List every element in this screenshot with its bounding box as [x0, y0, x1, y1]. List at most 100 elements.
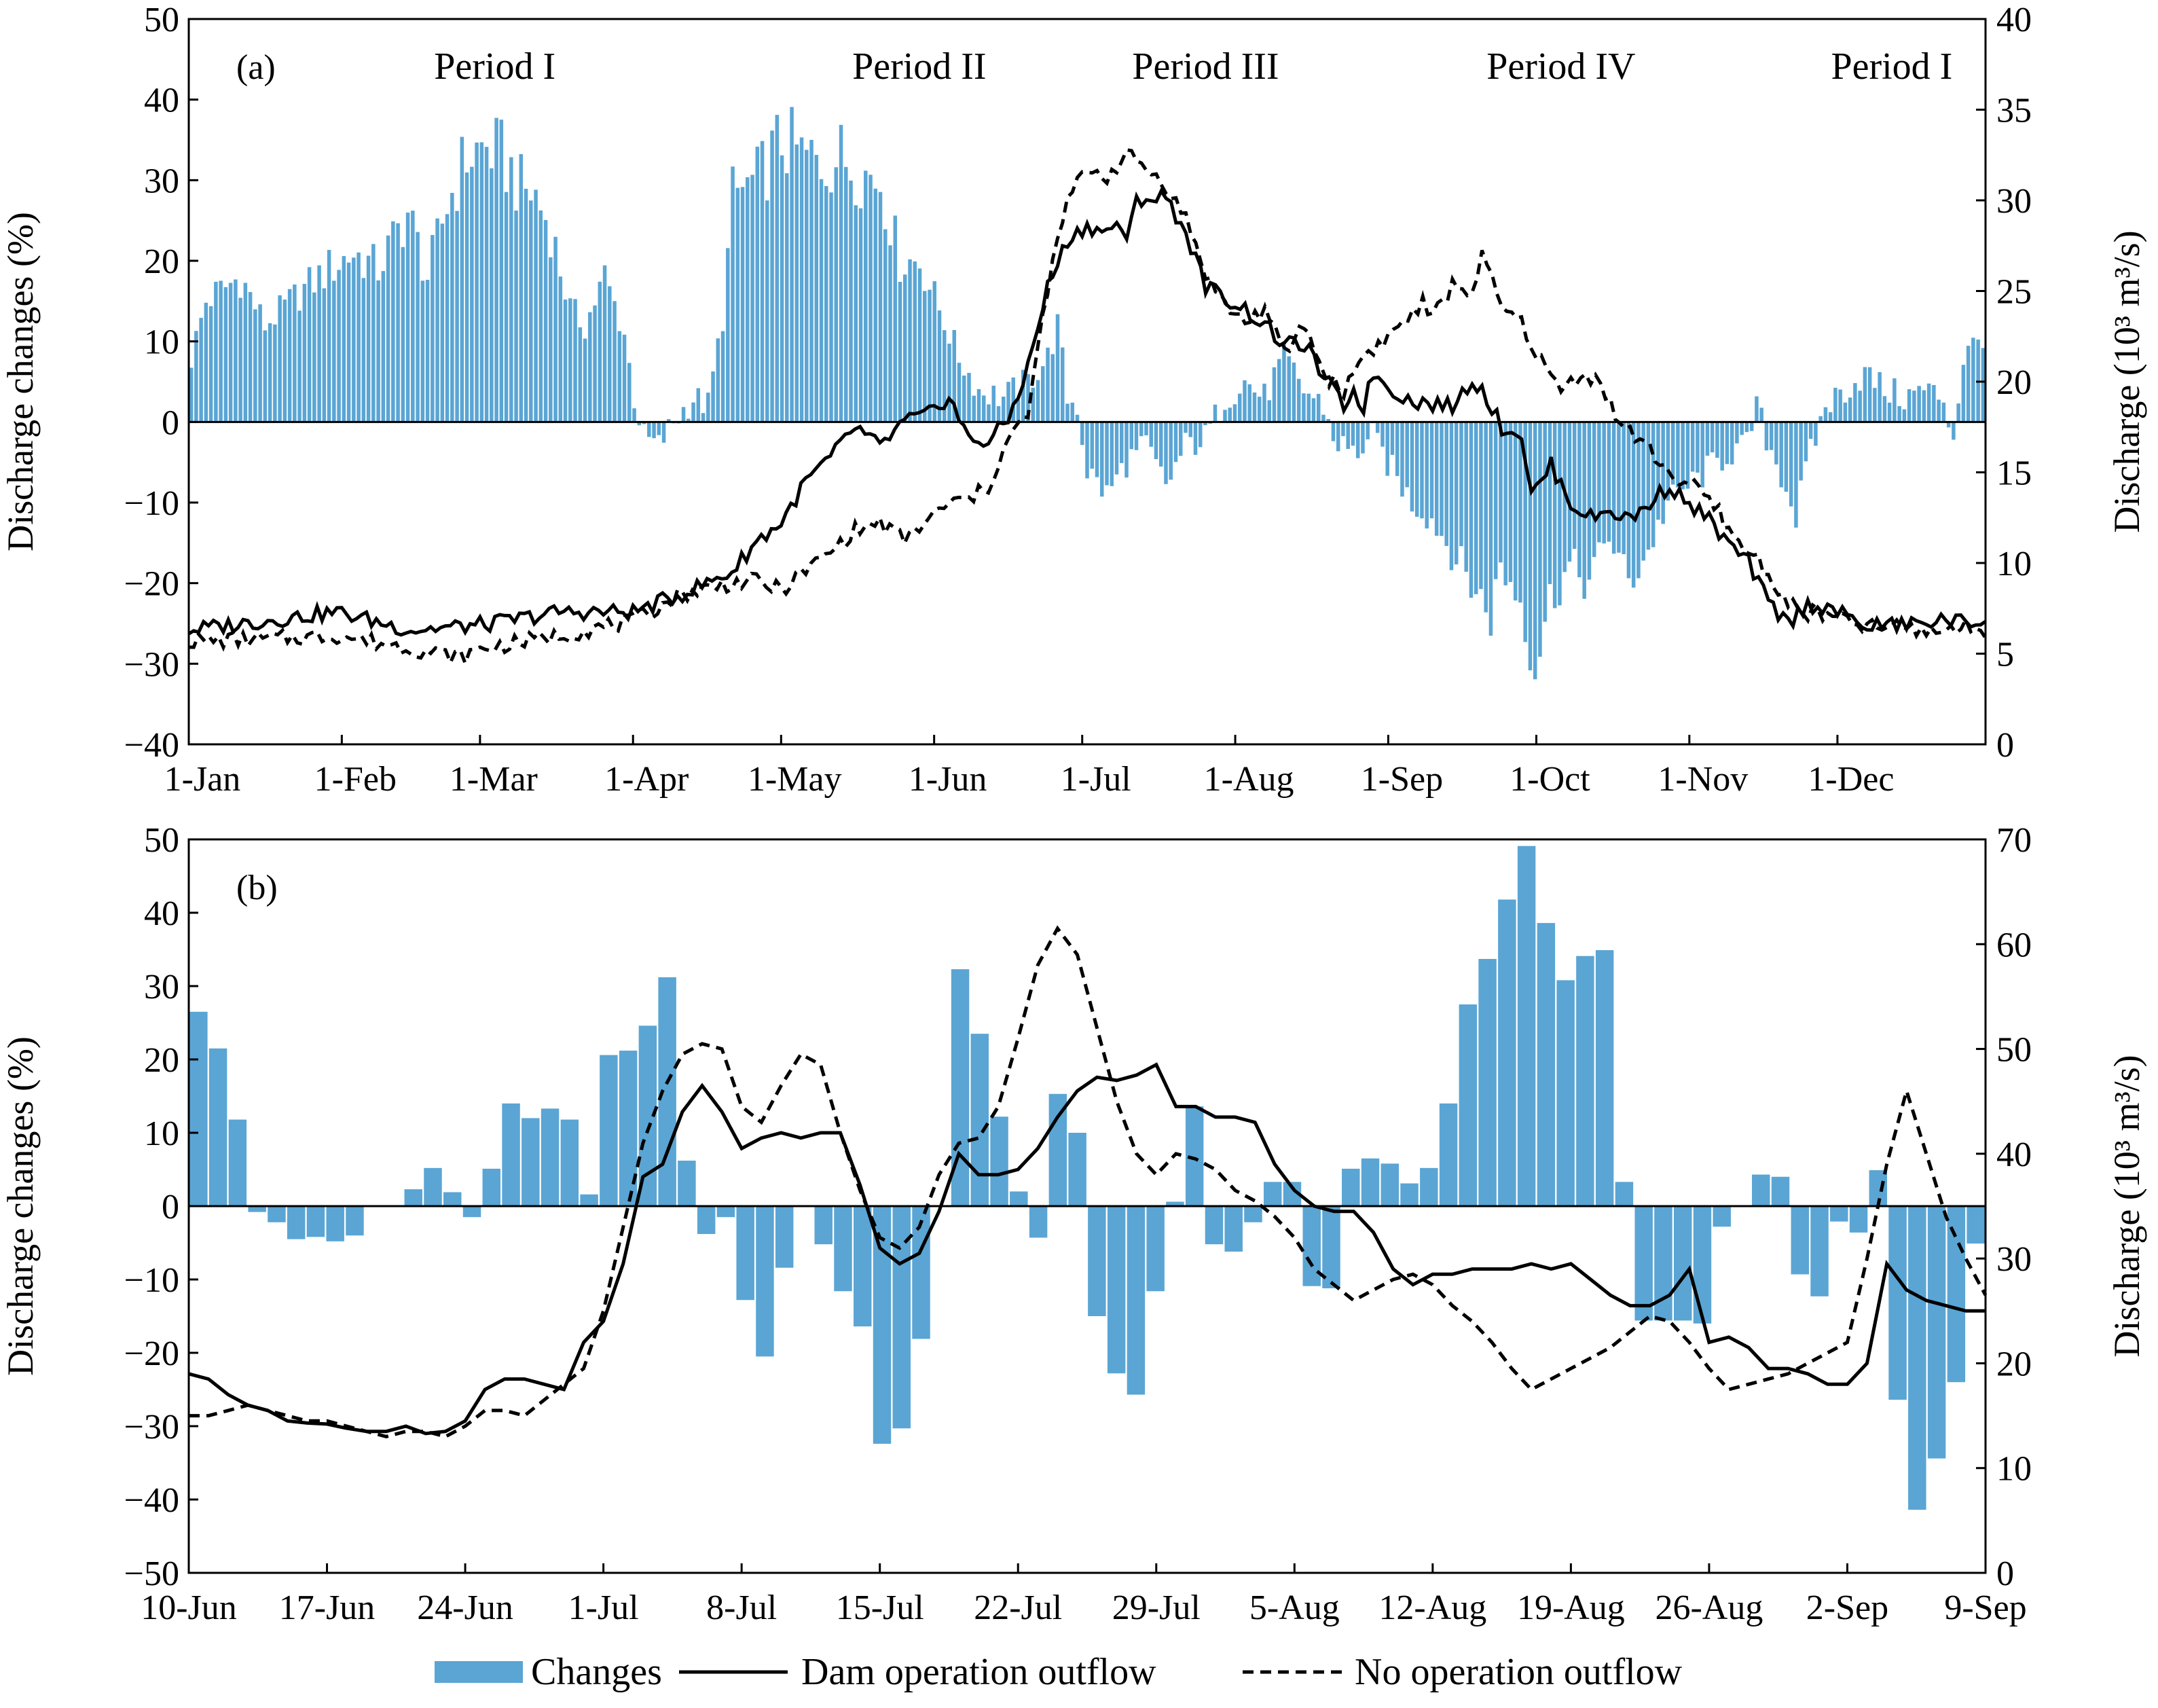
b-left-tick-label: 50: [144, 821, 179, 860]
a-bar: [982, 395, 986, 422]
a-bar: [883, 229, 888, 422]
a-bar: [701, 413, 706, 422]
a-bar: [1440, 422, 1444, 537]
a-bar: [1808, 422, 1813, 439]
a-bar: [204, 302, 208, 422]
a-bar: [667, 419, 671, 422]
a-bar: [1533, 422, 1537, 680]
a-bar: [1538, 422, 1542, 657]
b-bar: [814, 1206, 833, 1245]
a-bar: [775, 115, 780, 422]
a-right-tick-label: 35: [1996, 92, 2032, 130]
b-bar: [1967, 1206, 1985, 1244]
panel-b-left-axis-title: Discharge changes (%): [0, 1036, 41, 1376]
a-bar: [1799, 422, 1803, 481]
b-bar: [443, 1192, 462, 1206]
b-bar: [1537, 923, 1556, 1206]
a-bar: [1779, 422, 1783, 488]
a-bar: [189, 367, 194, 422]
a-bar: [1696, 422, 1700, 473]
a-bar: [903, 274, 907, 422]
a-bar: [1814, 422, 1818, 446]
a-bar: [1316, 393, 1321, 422]
a-bar: [1902, 409, 1907, 422]
a-left-tick-label: −10: [124, 484, 179, 523]
a-bar: [1882, 396, 1887, 422]
a-bar: [1922, 390, 1926, 422]
a-bar: [543, 219, 548, 422]
b-bar: [1420, 1167, 1438, 1206]
a-bar: [455, 211, 459, 422]
a-bar: [1002, 397, 1006, 422]
a-bar: [1375, 422, 1380, 433]
a-bar: [1823, 407, 1828, 422]
a-bar: [278, 295, 282, 422]
a-bar: [987, 404, 991, 422]
b-bar: [678, 1161, 696, 1206]
b-right-tick-label: 20: [1996, 1345, 2032, 1383]
b-bar: [541, 1108, 560, 1206]
a-bar: [1454, 422, 1459, 565]
b-bar: [1498, 899, 1516, 1206]
b-bar: [1205, 1206, 1224, 1245]
a-bar: [1617, 422, 1621, 553]
a-bar: [479, 142, 484, 422]
b-bar: [248, 1206, 266, 1212]
a-right-tick-label: 0: [1996, 726, 2014, 765]
a-bar: [943, 330, 947, 422]
a-bar: [1184, 422, 1188, 433]
a-bar: [1558, 422, 1562, 606]
b-bar: [1342, 1168, 1360, 1206]
a-bar: [1395, 422, 1400, 476]
b-left-tick-label: −50: [124, 1555, 179, 1593]
a-bar: [1794, 422, 1798, 528]
a-x-tick-label: 1-May: [748, 760, 842, 799]
a-bar: [1528, 422, 1533, 671]
a-x-tick-label: 1-Sep: [1361, 760, 1443, 799]
a-bar: [1479, 422, 1483, 589]
a-bar: [602, 265, 607, 422]
a-bar: [538, 210, 543, 422]
b-bar: [1400, 1183, 1419, 1206]
b-bar: [1107, 1206, 1126, 1374]
b-x-tick-label: 29-Jul: [1112, 1588, 1201, 1627]
a-bar: [366, 255, 371, 422]
a-bar: [386, 235, 390, 422]
a-bar: [1587, 422, 1592, 580]
a-bar: [1213, 404, 1218, 422]
a-bar: [1818, 416, 1823, 422]
b-right-tick-label: 0: [1996, 1555, 2014, 1593]
a-bar: [898, 281, 902, 422]
a-bar: [1090, 422, 1095, 469]
a-bar: [411, 211, 415, 422]
a-bar: [839, 124, 843, 422]
b-bar: [600, 1055, 618, 1206]
a-bar: [431, 235, 435, 422]
b-right-tick-label: 50: [1996, 1031, 2032, 1070]
a-x-tick-label: 1-Feb: [314, 760, 397, 799]
a-bar: [1099, 422, 1104, 497]
a-bar: [755, 146, 760, 422]
a-bar: [573, 299, 577, 422]
a-bar: [1661, 422, 1665, 524]
a-bar: [312, 292, 316, 422]
a-bar: [464, 172, 469, 422]
a-bar: [1405, 422, 1409, 488]
a-bar: [1188, 422, 1192, 437]
panel-b-dam-operation-line: [188, 1062, 1986, 1436]
a-bar: [1355, 422, 1360, 458]
a-bar: [1735, 422, 1739, 443]
a-bar: [1390, 422, 1395, 455]
a-bar: [617, 331, 622, 422]
b-bar: [404, 1189, 422, 1206]
b-bar: [1927, 1206, 1946, 1459]
a-bar: [1036, 380, 1040, 422]
a-bar: [1917, 386, 1921, 422]
b-x-tick-label: 22-Jul: [974, 1588, 1062, 1627]
a-bar: [1971, 338, 1975, 422]
a-bar: [1449, 422, 1454, 570]
a-bar: [1164, 422, 1168, 484]
b-bar: [482, 1168, 501, 1206]
a-bar: [1932, 384, 1936, 422]
a-bar: [1474, 422, 1478, 594]
